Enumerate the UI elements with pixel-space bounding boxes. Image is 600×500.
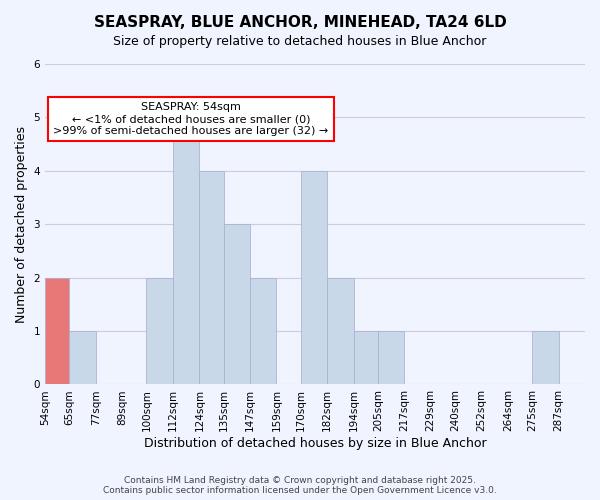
Bar — [45, 278, 69, 384]
Bar — [378, 331, 404, 384]
Text: Contains HM Land Registry data © Crown copyright and database right 2025.: Contains HM Land Registry data © Crown c… — [124, 476, 476, 485]
Text: Size of property relative to detached houses in Blue Anchor: Size of property relative to detached ho… — [113, 35, 487, 48]
Bar — [69, 331, 96, 384]
Bar — [224, 224, 250, 384]
Text: SEASPRAY: 54sqm
← <1% of detached houses are smaller (0)
>99% of semi-detached h: SEASPRAY: 54sqm ← <1% of detached houses… — [53, 102, 328, 136]
Bar — [301, 171, 327, 384]
Bar — [146, 278, 173, 384]
Bar — [250, 278, 277, 384]
Bar — [353, 331, 378, 384]
Bar — [199, 171, 224, 384]
Bar — [173, 118, 199, 384]
Text: SEASPRAY, BLUE ANCHOR, MINEHEAD, TA24 6LD: SEASPRAY, BLUE ANCHOR, MINEHEAD, TA24 6L… — [94, 15, 506, 30]
Text: Contains public sector information licensed under the Open Government Licence v3: Contains public sector information licen… — [103, 486, 497, 495]
X-axis label: Distribution of detached houses by size in Blue Anchor: Distribution of detached houses by size … — [144, 437, 487, 450]
Bar — [532, 331, 559, 384]
Y-axis label: Number of detached properties: Number of detached properties — [15, 126, 28, 322]
Bar — [327, 278, 353, 384]
